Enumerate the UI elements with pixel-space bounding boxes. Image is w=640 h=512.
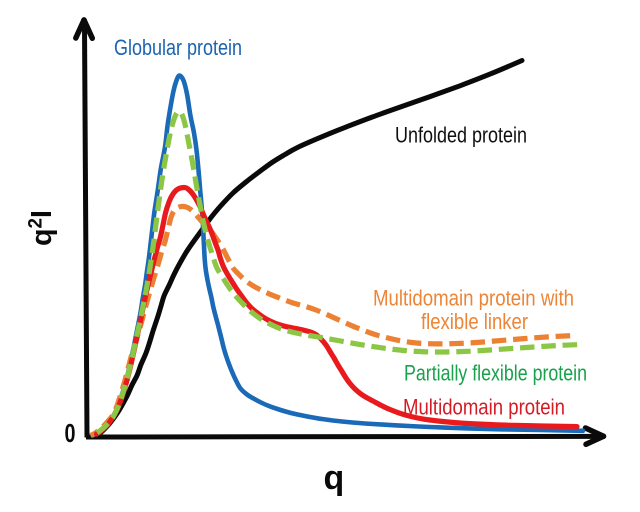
svg-text:q: q xyxy=(324,459,345,497)
svg-text:Multidomain protein: Multidomain protein xyxy=(403,395,565,420)
svg-text:Partially flexible protein: Partially flexible protein xyxy=(404,361,587,386)
svg-text:0: 0 xyxy=(65,418,76,448)
svg-text:flexible linker: flexible linker xyxy=(421,309,528,334)
svg-text:Globular protein: Globular protein xyxy=(114,35,242,60)
svg-text:Unfolded protein: Unfolded protein xyxy=(395,123,527,148)
svg-text:Multidomain protein with: Multidomain protein with xyxy=(373,286,574,311)
